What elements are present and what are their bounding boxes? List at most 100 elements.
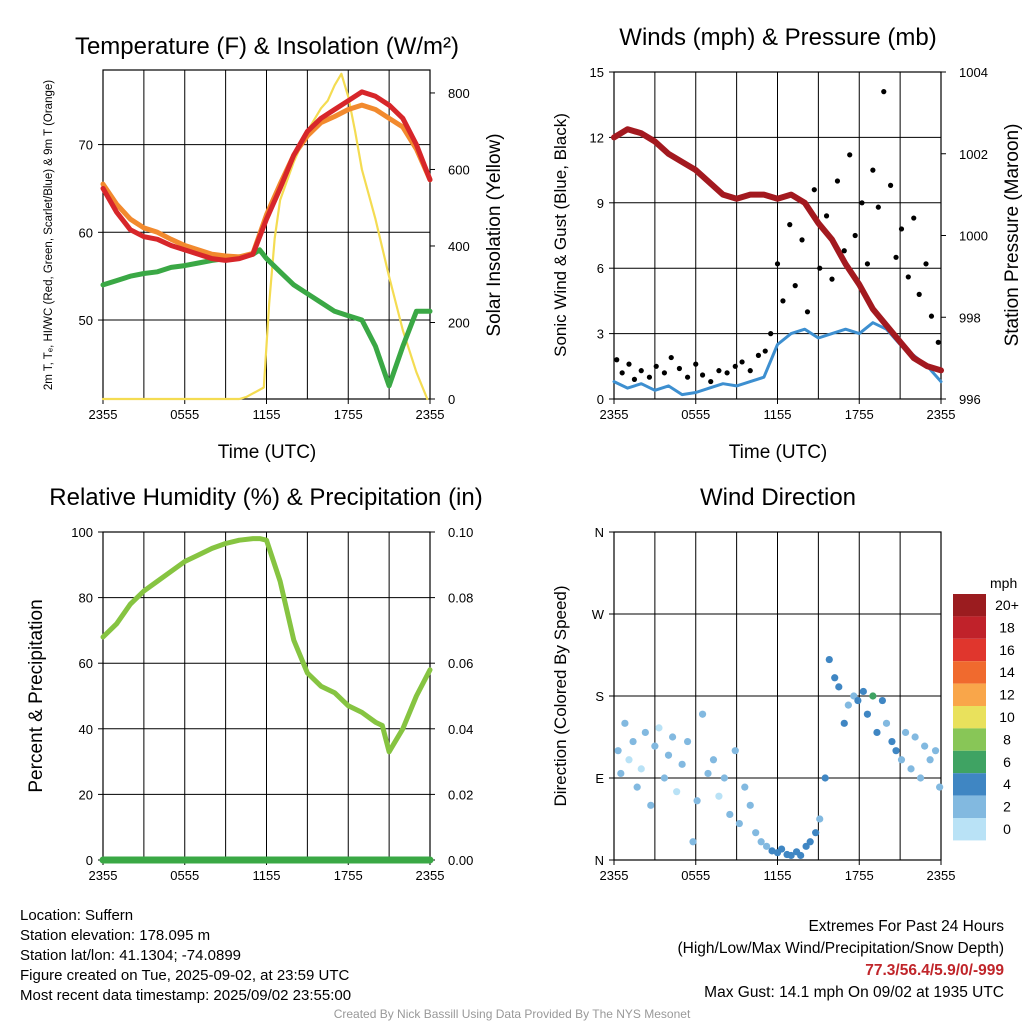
rh-ytick-label: 80 bbox=[79, 591, 93, 606]
dir-ytick-label: S bbox=[595, 689, 604, 704]
colorbar-label: 14 bbox=[999, 664, 1015, 680]
extremes-values: 77.3/56.4/5.9/0/-999 bbox=[865, 962, 1004, 979]
dir-ytick-label: N bbox=[595, 525, 604, 540]
colorbar-label: 10 bbox=[999, 709, 1015, 725]
direction-point bbox=[787, 851, 795, 860]
direction-point bbox=[668, 733, 677, 741]
colorbar-swatch bbox=[953, 661, 986, 684]
temp-y2tick-label: 800 bbox=[448, 86, 470, 101]
rh-line bbox=[100, 536, 433, 755]
gust-point bbox=[935, 339, 941, 345]
direction-point bbox=[921, 742, 929, 750]
direction-point bbox=[621, 719, 629, 727]
direction-point bbox=[854, 696, 862, 705]
colorbar-swatch bbox=[953, 818, 986, 841]
rh-y2tick-label: 0.08 bbox=[448, 591, 473, 606]
direction-point bbox=[763, 842, 771, 850]
direction-point bbox=[873, 728, 881, 737]
direction-point bbox=[693, 797, 701, 805]
wind-y2tick-label: 996 bbox=[959, 392, 981, 407]
direction-point bbox=[664, 751, 673, 759]
temp-xtick-label: 1755 bbox=[334, 407, 363, 422]
direction-point bbox=[777, 845, 786, 853]
direction-point bbox=[731, 747, 739, 755]
rh-xtick-label: 2355 bbox=[416, 868, 445, 883]
wind-xtick-label: 2355 bbox=[600, 407, 629, 422]
gust-point bbox=[916, 291, 922, 297]
gust-point bbox=[724, 370, 730, 376]
rh-ytick-label: 60 bbox=[79, 656, 93, 671]
temp-y2tick-label: 400 bbox=[448, 239, 470, 254]
direction-point bbox=[673, 788, 681, 796]
gust-point bbox=[762, 348, 768, 354]
direction-point bbox=[816, 815, 824, 823]
rh-y2tick-label: 0.04 bbox=[448, 722, 473, 737]
direction-point bbox=[617, 769, 625, 778]
credit-line: Created By Nick Bassill Using Data Provi… bbox=[333, 1007, 691, 1021]
dir-ytick-label: N bbox=[595, 853, 604, 868]
direction-point bbox=[897, 756, 906, 764]
direction-point bbox=[614, 747, 622, 755]
temp-y2label: Solar Insolation (Yellow) bbox=[484, 133, 505, 336]
max-gust: Max Gust: 14.1 mph On 09/02 at 1935 UTC bbox=[704, 984, 1004, 1001]
wind-title: Winds (mph) & Pressure (mb) bbox=[619, 24, 936, 51]
gust-point bbox=[870, 167, 876, 173]
wind-y2tick-label: 1000 bbox=[959, 229, 988, 244]
colorbar-swatch bbox=[953, 638, 986, 662]
direction-point bbox=[901, 728, 910, 737]
gust-point bbox=[699, 372, 706, 378]
rh-plot-area: 0 20 40 60 80 100 0.00 0.02 0.04 0.06 0.08 0.10 2355… bbox=[71, 525, 473, 883]
rh-ytick-label: 40 bbox=[79, 722, 93, 737]
direction-point bbox=[625, 756, 633, 764]
temp-y2tick-label: 200 bbox=[448, 315, 470, 330]
direction-point bbox=[741, 783, 749, 791]
gust-point bbox=[887, 182, 894, 188]
rh-ytick-label: 20 bbox=[79, 787, 93, 802]
rh-y2tick-label: 0.02 bbox=[448, 787, 473, 802]
temp-series-line-2 bbox=[100, 247, 433, 389]
rh-ytick-label: 100 bbox=[71, 525, 93, 540]
temp-xtick-label: 0555 bbox=[170, 407, 199, 422]
colorbar-label: 8 bbox=[1003, 731, 1011, 747]
colorbar-unit: mph bbox=[990, 575, 1017, 591]
gust-point bbox=[928, 313, 935, 319]
gust-point bbox=[780, 298, 786, 304]
wind-ytick-label: 15 bbox=[590, 65, 604, 80]
direction-point bbox=[863, 710, 872, 718]
rh-ytick-label: 0 bbox=[86, 853, 93, 868]
direction-point bbox=[888, 737, 896, 746]
wind-ytick-label: 12 bbox=[590, 130, 604, 145]
gust-point bbox=[847, 152, 853, 158]
rh-y2tick-label: 0.10 bbox=[448, 525, 473, 540]
dir-ytick-label: W bbox=[592, 607, 605, 622]
dir-title: Wind Direction bbox=[700, 484, 856, 511]
gust-point bbox=[923, 261, 929, 267]
dir-xtick-label: 1755 bbox=[845, 868, 874, 883]
wind-ytick-label: 0 bbox=[597, 392, 604, 407]
gust-point bbox=[898, 226, 905, 232]
direction-point bbox=[768, 847, 776, 855]
temp-y2tick-label: 0 bbox=[448, 392, 455, 407]
gust-point bbox=[661, 370, 668, 376]
direction-point bbox=[869, 692, 877, 700]
gust-point bbox=[792, 283, 798, 289]
gust-point bbox=[859, 200, 865, 206]
gust-point bbox=[755, 352, 762, 358]
direction-point bbox=[812, 829, 820, 837]
wind-y2tick-label: 998 bbox=[959, 310, 981, 325]
gust-point bbox=[747, 368, 753, 374]
wind-xtick-label: 0555 bbox=[681, 407, 710, 422]
gust-point bbox=[626, 361, 632, 367]
direction-point bbox=[926, 756, 934, 764]
extremes-subtitle: (High/Low/Max Wind/Precipitation/Snow De… bbox=[677, 940, 1005, 957]
direction-point bbox=[735, 819, 743, 828]
wind-ylabel: Sonic Wind & Gust (Blue, Black) bbox=[551, 113, 570, 357]
direction-point bbox=[911, 733, 919, 741]
direction-point bbox=[752, 829, 760, 837]
temp-xlabel: Time (UTC) bbox=[218, 442, 317, 463]
wind-xtick-label: 1155 bbox=[764, 407, 792, 422]
gust-point bbox=[668, 354, 674, 361]
rh-title: Relative Humidity (%) & Precipitation (i… bbox=[49, 484, 482, 511]
